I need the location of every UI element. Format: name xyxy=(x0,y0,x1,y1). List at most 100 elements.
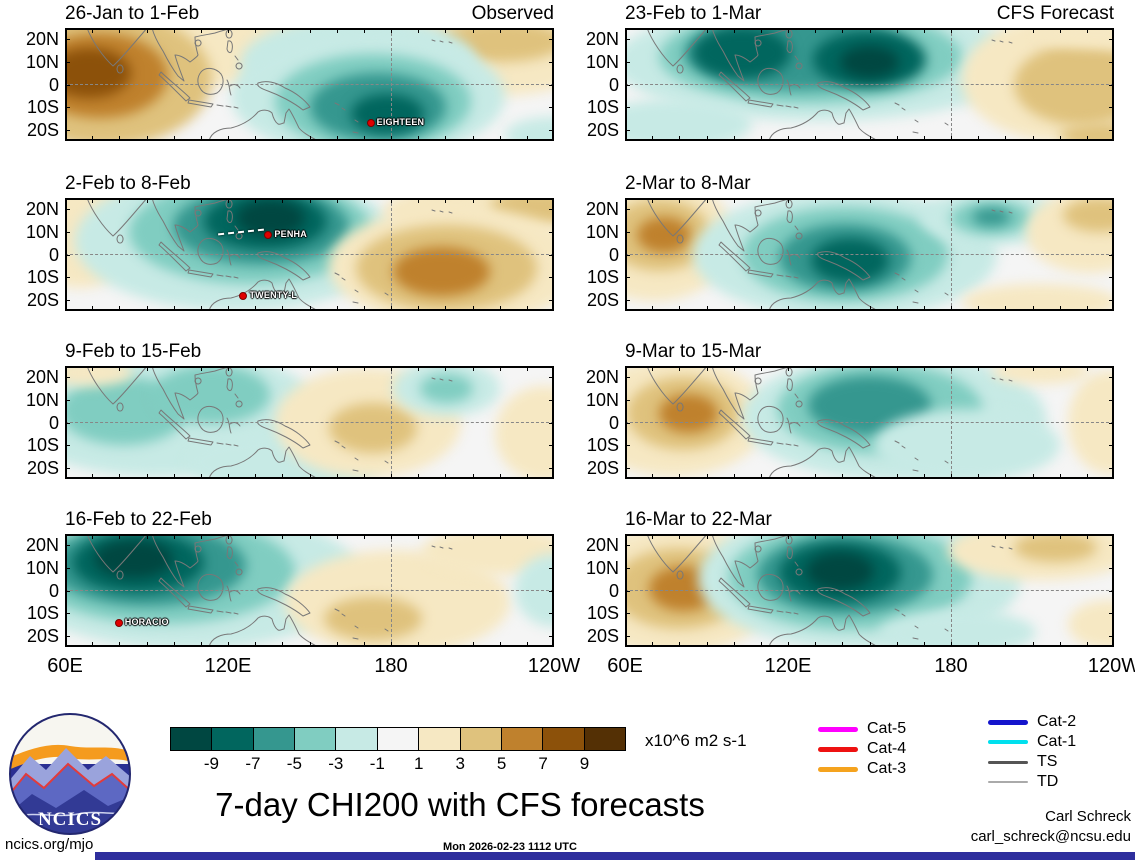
lon-tick xyxy=(1059,474,1061,479)
panel-title-row: 16-Feb to 22-Feb xyxy=(65,509,554,531)
lon-tick xyxy=(788,534,789,539)
lon-axis-label: 180 xyxy=(374,655,408,677)
lon-tick xyxy=(499,534,501,539)
lon-tick xyxy=(282,136,284,141)
lat-axis-label: 20N xyxy=(585,199,619,220)
lon-tick xyxy=(896,366,898,371)
lat-tick xyxy=(549,209,554,211)
colorbar-cell xyxy=(419,728,461,750)
lon-tick xyxy=(228,28,229,33)
colorbar-tick-label: -7 xyxy=(245,754,261,773)
lon-tick xyxy=(309,474,311,479)
lon-tick xyxy=(119,136,121,141)
lat-tick xyxy=(1109,399,1114,401)
lon-tick xyxy=(923,534,925,539)
lon-tick xyxy=(706,474,708,479)
lat-axis-label: 10N xyxy=(25,51,59,72)
lon-tick xyxy=(309,366,311,371)
storm-legend-line xyxy=(988,740,1028,744)
lon-tick xyxy=(173,642,175,647)
lon-tick xyxy=(1032,642,1034,647)
hurricane-icon xyxy=(264,231,273,240)
lon-tick xyxy=(499,136,501,141)
colorbar-cell xyxy=(460,728,502,750)
storm-legend-item: Cat-3 xyxy=(818,759,906,779)
lat-tick xyxy=(549,254,554,256)
lat-tick xyxy=(625,590,630,592)
lon-tick xyxy=(445,642,447,647)
lat-axis-label: 10N xyxy=(585,51,619,72)
lon-tick xyxy=(1005,198,1007,203)
equator-gridline xyxy=(625,422,1114,423)
logo-ring xyxy=(9,713,131,835)
lon-tick xyxy=(788,28,789,33)
lon-tick xyxy=(842,306,844,311)
lon-tick xyxy=(1086,28,1088,33)
lon-tick xyxy=(282,642,284,647)
map-panel xyxy=(65,366,554,479)
lon-tick xyxy=(472,642,474,647)
lon-tick xyxy=(1032,136,1034,141)
storm-legend-item: Cat-1 xyxy=(988,732,1076,752)
lon-tick xyxy=(119,366,121,371)
lat-axis-label: 20S xyxy=(586,119,619,140)
lat-axis-label: 10N xyxy=(25,389,59,410)
lat-tick xyxy=(625,107,630,109)
lon-tick xyxy=(951,534,952,539)
lon-tick xyxy=(1005,136,1007,141)
lon-tick xyxy=(1059,642,1061,647)
anomaly-blob xyxy=(693,28,792,79)
lat-tick xyxy=(549,635,554,637)
lon-tick xyxy=(173,534,175,539)
lon-tick xyxy=(499,642,501,647)
lat-tick xyxy=(65,231,70,233)
anomaly-blob xyxy=(94,539,173,579)
lon-axis-label: 120W xyxy=(1087,655,1135,677)
lon-tick xyxy=(418,306,420,311)
lon-axis-label: 60E xyxy=(607,655,643,677)
lon-tick xyxy=(526,28,528,33)
lat-axis-label: 10N xyxy=(585,557,619,578)
lon-tick xyxy=(842,534,844,539)
lon-tick xyxy=(896,28,898,33)
hurricane-icon xyxy=(366,118,375,127)
lat-tick xyxy=(1109,129,1114,131)
lon-tick xyxy=(652,474,654,479)
lon-tick xyxy=(282,28,284,33)
lon-tick xyxy=(896,136,898,141)
lat-tick xyxy=(549,277,554,279)
lon-tick xyxy=(200,534,202,539)
lon-tick xyxy=(1086,136,1088,141)
lon-tick xyxy=(733,366,735,371)
lon-tick xyxy=(445,534,447,539)
lat-tick xyxy=(1109,231,1114,233)
lat-axis-label: 0 xyxy=(608,412,619,433)
lon-tick xyxy=(363,28,365,33)
lon-tick xyxy=(146,534,148,539)
lon-tick xyxy=(92,642,94,647)
lon-tick xyxy=(309,136,311,141)
lon-tick xyxy=(336,136,338,141)
storm-legend-label: TS xyxy=(1037,753,1058,770)
lat-tick xyxy=(65,84,70,86)
lat-tick xyxy=(625,467,630,469)
lon-tick xyxy=(391,366,392,371)
lon-tick xyxy=(526,198,528,203)
lon-tick xyxy=(499,198,501,203)
lon-tick xyxy=(472,28,474,33)
dateline-gridline xyxy=(391,534,392,647)
lon-tick xyxy=(1059,136,1061,141)
lat-tick xyxy=(625,39,630,41)
lon-tick xyxy=(200,474,202,479)
lon-tick xyxy=(815,642,817,647)
lat-axis-label: 20N xyxy=(25,367,59,388)
lat-axis-label: 0 xyxy=(48,244,59,265)
lon-tick xyxy=(760,198,762,203)
lon-tick xyxy=(255,136,257,141)
storm-legend-line xyxy=(988,719,1028,725)
lon-tick xyxy=(282,306,284,311)
lon-tick xyxy=(815,474,817,479)
lon-tick xyxy=(391,474,392,479)
lon-tick xyxy=(526,474,528,479)
